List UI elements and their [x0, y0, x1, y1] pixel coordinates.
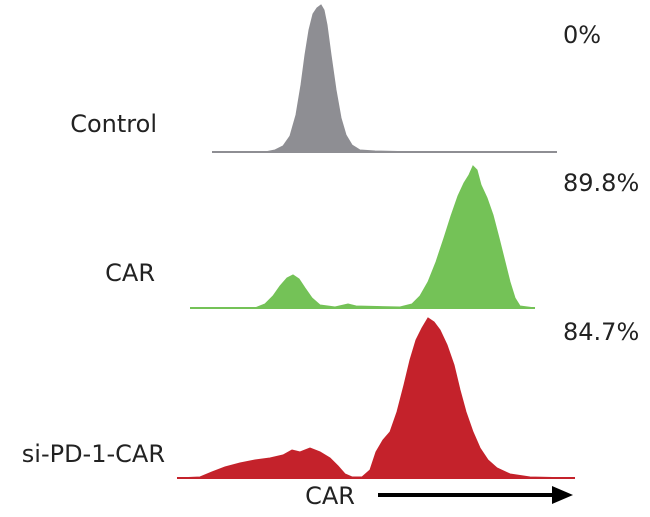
percent-label: 89.8%: [563, 169, 639, 197]
axis-arrow-head: [552, 486, 573, 504]
percent-label: 0%: [563, 21, 601, 49]
car-histogram: [190, 165, 536, 309]
row-label: Control: [70, 110, 157, 138]
row-label: CAR: [105, 259, 155, 287]
si-pd-1-car-histogram: [176, 317, 576, 479]
percent-label: 84.7%: [563, 318, 639, 346]
row-label: si-PD-1-CAR: [22, 440, 165, 468]
control-histogram: [212, 4, 557, 153]
x-axis-label: CAR: [305, 482, 355, 510]
